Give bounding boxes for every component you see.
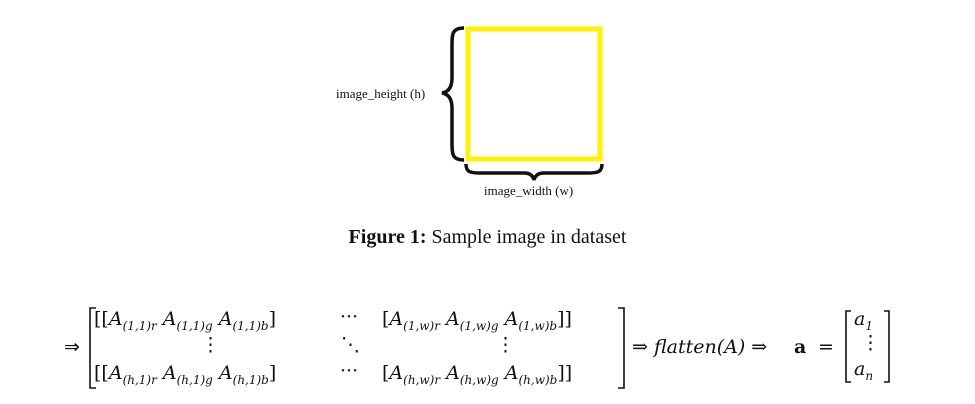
vector-bracket-left — [845, 310, 851, 383]
matrix-row-1-left: [[A(1,1)r A(1,1)g A(1,1)b] — [94, 308, 277, 333]
height-brace — [441, 26, 465, 162]
matrix-row-3-left: [[A(h,1)r A(h,1)g A(h,1)b] — [94, 362, 277, 387]
entry-sub: (1,1)b — [232, 319, 269, 333]
row-2-ddots: ⋱ — [341, 334, 360, 356]
flatten-expression: ⇒ flatten(A) ⇒ — [632, 336, 768, 358]
entry: A — [108, 362, 123, 384]
vector-entry: a — [854, 308, 866, 330]
entry: A — [218, 362, 233, 384]
row-1-hdots: ··· — [340, 306, 359, 328]
entry: A — [504, 308, 519, 330]
entry: A — [162, 362, 177, 384]
entry-sub: (h,w)r — [403, 373, 441, 387]
image-height-label: image_height (h) — [336, 86, 426, 101]
entry: A — [108, 308, 123, 330]
entry: A — [162, 308, 177, 330]
vector-entry-sub: n — [865, 369, 874, 383]
vector-entry: a — [854, 358, 866, 380]
entry: A — [218, 308, 233, 330]
row-3-hdots: ··· — [340, 360, 359, 382]
entry-sub: (1,w)b — [518, 319, 558, 333]
equals-sign: = — [818, 336, 834, 358]
matrix-outer-bracket-right — [618, 307, 625, 389]
entry-sub: (h,w)g — [459, 373, 499, 387]
sample-image-box — [465, 26, 603, 162]
lead-implies-arrow: ⇒ — [64, 336, 80, 358]
image-width-label: image_width (w) — [484, 183, 574, 198]
row-2-vdots-left: ⋮ — [201, 334, 220, 356]
vector-vdots: ⋮ — [861, 332, 880, 354]
entry: A — [389, 362, 404, 384]
entry-sub: (1,1)g — [176, 319, 213, 333]
entry: A — [504, 362, 519, 384]
entry-sub: (1,w)r — [403, 319, 440, 333]
width-brace — [464, 163, 604, 181]
entry: A — [446, 362, 460, 384]
figure-caption-text: Sample image in dataset — [431, 226, 627, 248]
matrix-outer-bracket-left — [89, 307, 96, 389]
entry-sub: (1,1)r — [122, 319, 157, 333]
row-2-vdots-right: ⋮ — [496, 334, 515, 356]
entry: A — [446, 308, 460, 330]
vector-top-entry: a1 — [854, 308, 873, 333]
entry-sub: (h,1)g — [176, 373, 213, 387]
figure-caption: Figure 1: Sample image in dataset — [0, 226, 975, 249]
figure-caption-prefix: Figure 1: — [348, 226, 427, 248]
entry-sub: (h,1)b — [232, 373, 269, 387]
vector-bottom-entry: an — [854, 358, 873, 383]
matrix-row-3-right: [A(h,w)r A(h,w)g A(h,w)b]] — [382, 362, 573, 387]
entry: A — [389, 308, 404, 330]
entry-sub: (h,w)b — [518, 373, 558, 387]
vector-entry-sub: 1 — [865, 319, 873, 333]
entry-sub: (1,w)g — [459, 319, 499, 333]
vector-symbol: a — [794, 336, 807, 358]
matrix-row-1-right: [A(1,w)r A(1,w)g A(1,w)b]] — [382, 308, 572, 333]
entry-sub: (h,1)r — [122, 373, 157, 387]
vector-bracket-right — [884, 310, 890, 383]
